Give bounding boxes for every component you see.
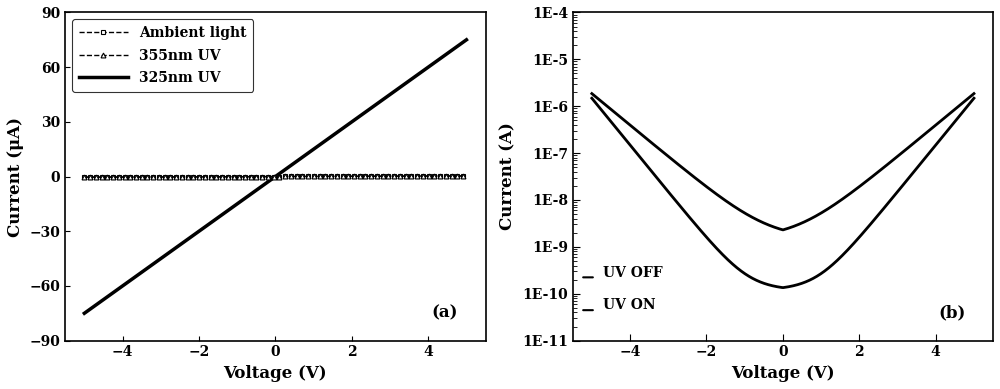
X-axis label: Voltage (V): Voltage (V) <box>224 365 327 382</box>
Ambient light <box>247 174 259 179</box>
355nm UV <box>460 173 472 178</box>
Ambient light <box>233 174 245 179</box>
Text: (a): (a) <box>431 305 457 322</box>
Legend: Ambient light, 355nm UV, 325nm UV: Ambient light, 355nm UV, 325nm UV <box>72 19 253 92</box>
325nm UV <box>78 311 90 315</box>
355nm UV <box>117 175 129 179</box>
325nm UV <box>460 37 472 42</box>
Line: 355nm UV: 355nm UV <box>82 173 469 180</box>
Ambient light <box>117 175 129 179</box>
355nm UV <box>78 175 90 180</box>
355nm UV <box>233 174 245 179</box>
355nm UV <box>341 174 353 179</box>
355nm UV <box>383 174 395 179</box>
Ambient light <box>376 174 388 179</box>
Text: UV ON: UV ON <box>603 298 656 312</box>
325nm UV <box>376 98 388 102</box>
325nm UV <box>341 123 353 128</box>
Y-axis label: Current (A): Current (A) <box>499 123 516 230</box>
325nm UV <box>247 191 259 195</box>
355nm UV <box>376 174 388 179</box>
Line: 325nm UV: 325nm UV <box>84 40 466 313</box>
325nm UV <box>383 93 395 97</box>
Ambient light <box>78 175 90 179</box>
Text: (b): (b) <box>938 305 966 322</box>
355nm UV <box>247 174 259 179</box>
Ambient light <box>341 174 353 179</box>
325nm UV <box>233 200 245 205</box>
Text: UV OFF: UV OFF <box>603 266 663 280</box>
Ambient light <box>460 174 472 179</box>
Line: Ambient light: Ambient light <box>82 173 469 179</box>
X-axis label: Voltage (V): Voltage (V) <box>731 365 835 382</box>
Ambient light <box>383 174 395 179</box>
Y-axis label: Current (μA): Current (μA) <box>7 117 24 237</box>
325nm UV <box>117 283 129 288</box>
